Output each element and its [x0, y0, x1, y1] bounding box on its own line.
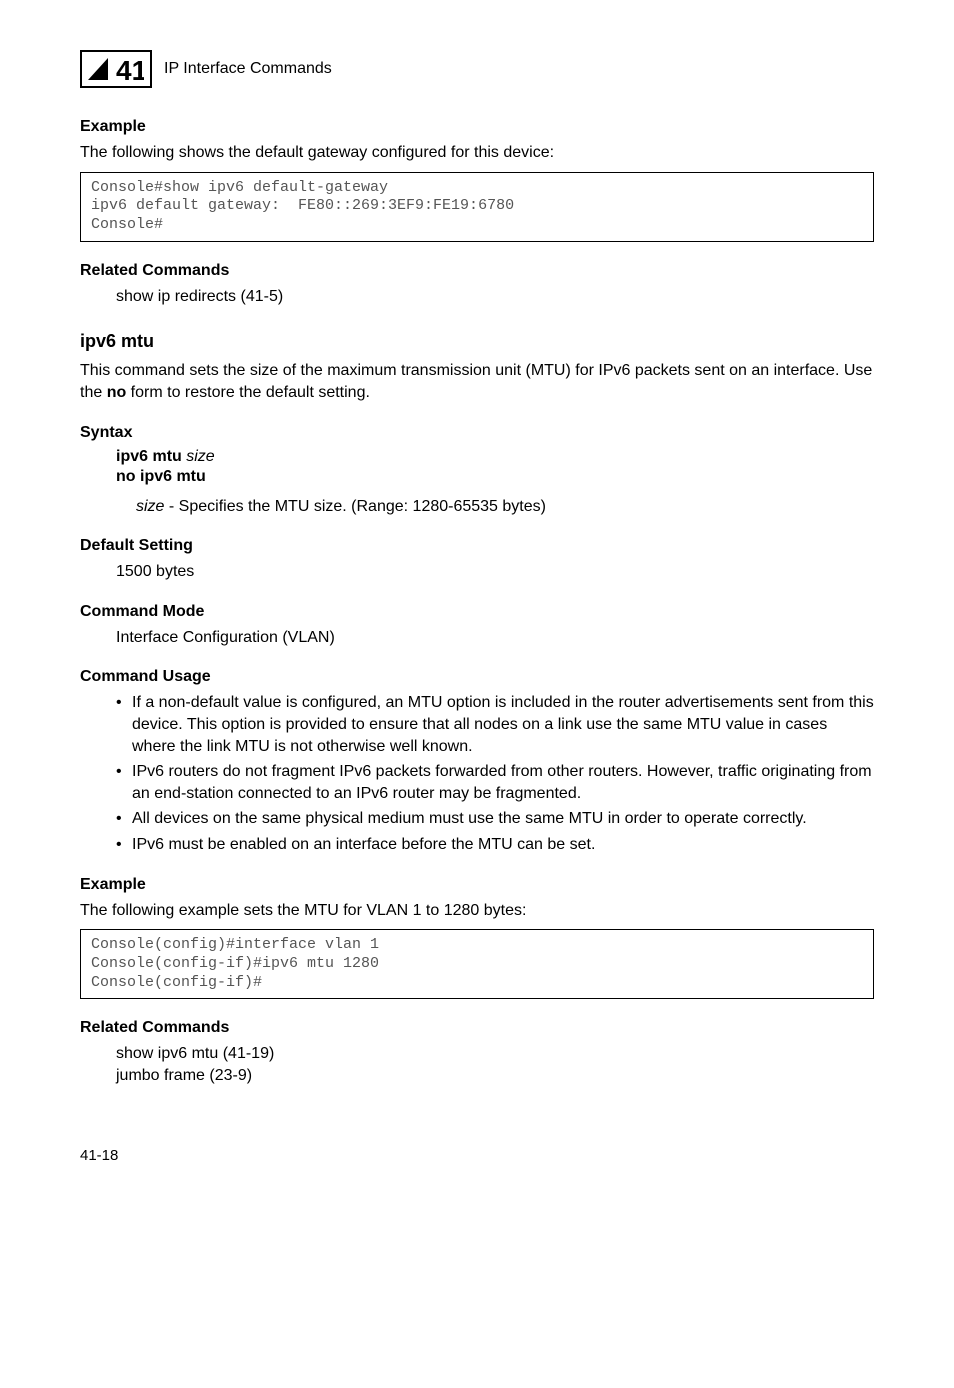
usage-bullet: All devices on the same physical medium …: [116, 808, 874, 830]
command-mode-heading: Command Mode: [80, 603, 874, 621]
usage-bullet-list: If a non-default value is configured, an…: [116, 692, 874, 855]
command-description: This command sets the size of the maximu…: [80, 360, 874, 403]
related-commands-heading: Related Commands: [80, 262, 874, 280]
example-heading: Example: [80, 876, 874, 894]
command-usage-heading: Command Usage: [80, 668, 874, 686]
syntax-keyword: ipv6 mtu: [116, 448, 186, 465]
syntax-line: ipv6 mtu size: [116, 448, 874, 466]
usage-bullet: If a non-default value is configured, an…: [116, 692, 874, 757]
chapter-title: IP Interface Commands: [164, 60, 332, 78]
code-block: Console(config)#interface vlan 1 Console…: [80, 929, 874, 999]
syntax-param-text: - Specifies the MTU size. (Range: 1280-6…: [164, 498, 546, 515]
syntax-param-name: size: [136, 498, 164, 515]
example-intro: The following example sets the MTU for V…: [80, 900, 874, 922]
related-commands-heading: Related Commands: [80, 1019, 874, 1037]
page-footer: 41-18: [80, 1147, 874, 1164]
example-intro: The following shows the default gateway …: [80, 142, 874, 164]
syntax-param: size: [186, 448, 214, 465]
command-desc-part-b: form to restore the default setting.: [126, 384, 370, 401]
chapter-number-text: 41: [116, 55, 144, 84]
usage-bullet: IPv6 routers do not fragment IPv6 packet…: [116, 761, 874, 804]
default-setting-value: 1500 bytes: [116, 561, 874, 583]
example-heading: Example: [80, 118, 874, 136]
command-desc-bold: no: [107, 384, 127, 401]
chapter-icon: 41: [80, 50, 152, 88]
syntax-param-desc: size - Specifies the MTU size. (Range: 1…: [136, 496, 874, 518]
command-mode-value: Interface Configuration (VLAN): [116, 627, 874, 649]
page-header: 41 IP Interface Commands: [80, 50, 874, 88]
syntax-line: no ipv6 mtu: [116, 468, 874, 486]
usage-bullet: IPv6 must be enabled on an interface bef…: [116, 834, 874, 856]
syntax-heading: Syntax: [80, 424, 874, 442]
code-block: Console#show ipv6 default-gateway ipv6 d…: [80, 172, 874, 242]
related-command-ref: show ip redirects (41-5): [116, 286, 874, 308]
related-command-ref: jumbo frame (23-9): [116, 1065, 874, 1087]
related-command-ref: show ipv6 mtu (41-19): [116, 1043, 874, 1065]
command-name-heading: ipv6 mtu: [80, 331, 874, 352]
default-setting-heading: Default Setting: [80, 537, 874, 555]
